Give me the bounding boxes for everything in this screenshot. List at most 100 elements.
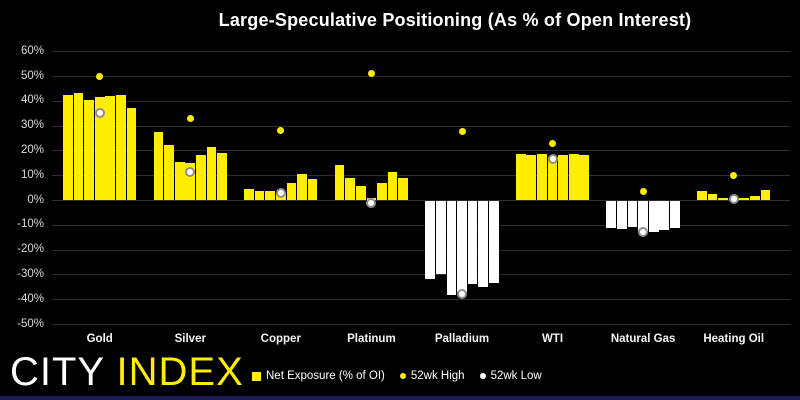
y-tick-label: -50% <box>17 317 44 330</box>
net-exposure-bar <box>547 156 558 200</box>
category-label: Natural Gas <box>610 333 676 345</box>
net-exposure-bar <box>164 145 174 200</box>
y-tick-label: -20% <box>17 243 44 256</box>
net-exposure-bar <box>297 174 307 200</box>
legend-label: 52wk High <box>410 370 465 382</box>
net-exposure-bar <box>116 94 126 200</box>
net-exposure-bar <box>153 131 164 200</box>
y-tick-label: 20% <box>20 143 44 156</box>
legend-item: Net Exposure (% of OI) <box>252 370 385 382</box>
y-tick-label: 60% <box>20 44 44 57</box>
net-exposure-bar <box>670 201 680 228</box>
category-label: Palladium <box>434 333 490 345</box>
footer-strip <box>0 396 800 400</box>
net-exposure-bar <box>537 154 547 200</box>
low-52wk-marker <box>94 108 105 119</box>
category-label: Gold <box>86 333 113 345</box>
y-tick-label: -40% <box>17 292 44 305</box>
category-label: WTI <box>541 333 564 345</box>
gridline <box>52 125 790 127</box>
y-tick-label: 10% <box>20 168 44 181</box>
net-exposure-bar <box>568 154 579 200</box>
net-exposure-bar <box>457 201 467 292</box>
net-exposure-bar <box>94 97 105 200</box>
net-exposure-bar <box>659 201 670 231</box>
net-exposure-bar <box>446 201 457 296</box>
net-exposure-bar <box>174 161 185 200</box>
net-exposure-bar <box>435 201 446 275</box>
category-label: Copper <box>260 333 301 345</box>
net-exposure-bar <box>627 201 638 227</box>
net-exposure-bar <box>718 197 728 200</box>
low-52wk-marker <box>457 289 467 300</box>
legend-item: 52wk Low <box>479 370 542 382</box>
net-exposure-bar <box>488 201 499 283</box>
net-exposure-bar <box>579 155 590 200</box>
net-exposure-bar <box>617 201 627 229</box>
net-exposure-bar <box>638 201 648 231</box>
logo-index: INDEX <box>116 350 244 394</box>
net-exposure-bar <box>707 193 718 200</box>
net-exposure-bar <box>387 171 398 200</box>
category-label: Platinum <box>347 333 396 345</box>
low-52wk-marker <box>275 187 286 198</box>
net-exposure-bar <box>398 177 409 200</box>
y-tick-label: 50% <box>20 69 44 82</box>
gridline <box>52 76 790 77</box>
gridline <box>52 100 790 102</box>
net-exposure-bar <box>515 154 526 200</box>
net-exposure-bar <box>185 162 196 200</box>
legend-dot-icon <box>479 373 486 379</box>
net-exposure-bar <box>265 191 276 200</box>
net-exposure-bar <box>760 190 771 200</box>
high-52wk-marker <box>730 171 738 179</box>
net-exposure-bar <box>196 155 206 200</box>
y-tick-label: 40% <box>20 94 44 107</box>
city-index-logo: CITY INDEX <box>10 352 244 392</box>
net-exposure-bar <box>126 108 137 200</box>
net-exposure-bar <box>286 182 297 200</box>
net-exposure-bar <box>334 165 345 200</box>
logo-city: CITY <box>10 350 105 394</box>
low-52wk-marker <box>366 197 377 208</box>
gridline <box>52 299 790 301</box>
legend-square-icon <box>252 371 261 381</box>
low-52wk-marker <box>185 166 196 177</box>
net-exposure-bar <box>84 99 94 200</box>
gridline <box>52 274 790 276</box>
high-52wk-marker <box>96 72 104 80</box>
net-exposure-bar <box>217 152 227 200</box>
y-axis: 60% 50% 40% 30% 20% 10% 0% -10% -20% -30% -40% -50% <box>0 0 48 340</box>
net-exposure-bar <box>478 201 489 287</box>
high-52wk-marker <box>458 128 466 136</box>
gridline <box>52 249 790 251</box>
gridline <box>52 51 790 53</box>
high-52wk-marker <box>186 114 194 122</box>
gridline <box>52 150 790 152</box>
high-52wk-marker <box>549 139 556 147</box>
net-exposure-bar <box>73 93 84 200</box>
net-exposure-bar <box>526 155 537 200</box>
high-52wk-marker <box>277 127 285 135</box>
net-exposure-bar <box>750 196 760 200</box>
legend-dot-icon <box>399 373 406 379</box>
y-tick-label: 0% <box>27 193 44 206</box>
y-tick-label: 30% <box>20 119 44 132</box>
net-exposure-bar <box>606 201 617 229</box>
low-52wk-marker <box>547 154 558 165</box>
net-exposure-bar <box>244 188 254 200</box>
gridline <box>52 175 790 177</box>
net-exposure-bar <box>558 155 568 200</box>
net-exposure-bar <box>355 186 366 200</box>
category-label: Heating Oil <box>703 333 765 345</box>
y-tick-label: -30% <box>17 267 44 280</box>
net-exposure-bar <box>345 177 356 200</box>
high-52wk-marker <box>367 70 375 77</box>
low-52wk-marker <box>638 227 649 238</box>
net-exposure-bar <box>63 94 73 200</box>
gridline <box>52 224 790 226</box>
gridline <box>52 324 790 325</box>
legend-label: 52wk Low <box>490 370 542 382</box>
plot-area: Gold Silver Copper Platinum Palladium WTI Natu… <box>52 0 790 352</box>
